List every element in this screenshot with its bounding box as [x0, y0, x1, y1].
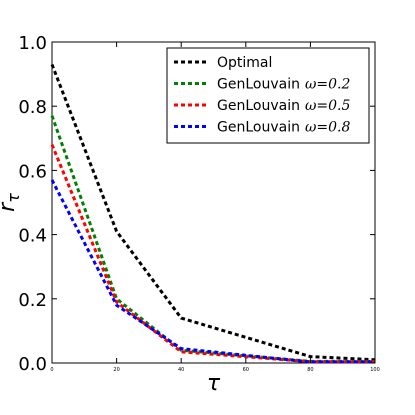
y-tick-label: 0.6	[18, 161, 47, 182]
series-line-4	[50, 179, 375, 364]
x-tick-label: 80	[307, 367, 313, 373]
x-tick-label: 100	[370, 367, 380, 373]
y-tick-label: 0.8	[18, 97, 47, 118]
ticks-layer: 0.0 0.2 0.4 0.6 0.8 1.0 0 20 40 60 80 100	[18, 33, 379, 375]
x-tick-label: 0	[50, 367, 53, 373]
y-axis-label: rτ	[0, 193, 23, 212]
legend: Optimal GenLouvain ω=0.2 GenLouvain ω=0.5 Gen…	[166, 47, 370, 144]
legend-label-4: GenLouvain ω=0.8	[217, 120, 350, 136]
x-tick-label: 60	[243, 367, 249, 373]
series-line-1	[50, 63, 376, 362]
y-tick-label: 1.0	[18, 33, 47, 54]
legend-label-1: Optimal	[217, 55, 272, 71]
x-tick-label: 20	[113, 367, 119, 373]
y-tick-label: 0.2	[18, 290, 47, 311]
series-line-3	[50, 144, 375, 364]
x-tick-label: 40	[178, 367, 184, 373]
y-tick-label: 0.4	[18, 226, 47, 247]
series-layer	[50, 63, 376, 364]
legend-label-2: GenLouvain ω=0.2	[217, 77, 350, 93]
legend-label-3: GenLouvain ω=0.5	[217, 98, 350, 114]
legend-box	[166, 47, 370, 144]
y-tick-label: 0.0	[18, 354, 47, 375]
x-axis-label: τ	[207, 371, 221, 396]
